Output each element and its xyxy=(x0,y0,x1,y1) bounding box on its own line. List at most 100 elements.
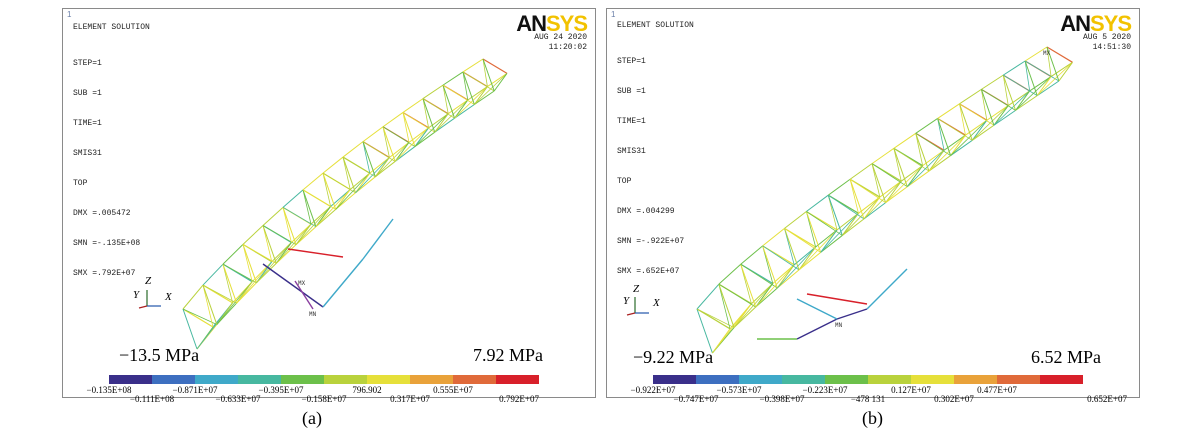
truss-member xyxy=(696,308,713,354)
truss-member xyxy=(302,189,312,225)
truss-member xyxy=(382,126,390,158)
truss-member xyxy=(362,141,396,162)
truss-member xyxy=(836,308,868,320)
legend-swatch xyxy=(496,375,539,384)
truss-member xyxy=(806,211,843,236)
truss-member xyxy=(302,189,317,227)
truss-member xyxy=(986,105,1009,121)
truss-member xyxy=(262,225,297,246)
info-line: TOP xyxy=(73,179,88,188)
truss-member xyxy=(375,161,396,178)
truss-member xyxy=(755,287,778,308)
legend-tick: 0.555E+07 xyxy=(433,385,473,395)
truss-member xyxy=(482,58,508,74)
truss-member xyxy=(879,180,902,198)
legend-swatch xyxy=(410,375,453,384)
color-legend xyxy=(109,375,539,384)
truss-member xyxy=(796,318,838,340)
legend-swatch xyxy=(195,375,238,384)
truss-member xyxy=(422,84,444,100)
info-line: STEP=1 xyxy=(73,59,102,68)
legend-tick: −0.922E+07 xyxy=(630,385,676,395)
truss-member xyxy=(820,235,843,253)
truss-member xyxy=(302,172,324,191)
truss-member xyxy=(1024,46,1048,62)
truss-member xyxy=(282,207,292,243)
truss-member xyxy=(733,303,752,328)
truss-member xyxy=(322,172,356,194)
axis-y-label: Y xyxy=(623,295,630,307)
truss-member xyxy=(762,227,785,247)
legend-swatch xyxy=(238,375,281,384)
window-number: 1 xyxy=(611,10,616,19)
truss-member xyxy=(428,113,449,129)
truss-member xyxy=(751,283,774,305)
truss-member xyxy=(696,308,735,328)
truss-member xyxy=(733,283,774,328)
truss-member xyxy=(893,148,908,187)
truss-member xyxy=(1036,62,1073,96)
axis-x-label: X xyxy=(653,297,660,309)
truss-member xyxy=(1008,90,1030,106)
mx-marker: MX xyxy=(1043,50,1051,57)
truss-member xyxy=(414,113,449,147)
truss-member xyxy=(1046,46,1060,82)
truss-member xyxy=(402,112,435,133)
truss-member xyxy=(907,170,930,188)
min-stress-label: −13.5 MPa xyxy=(119,345,200,365)
truss-member xyxy=(993,109,1016,126)
truss-member xyxy=(1015,90,1031,111)
truss-member xyxy=(907,149,945,187)
truss-member xyxy=(863,196,881,220)
window-number: 1 xyxy=(67,10,72,19)
truss-member xyxy=(242,244,277,264)
truss-member xyxy=(959,103,995,126)
truss-member xyxy=(805,211,822,253)
truss-member xyxy=(1002,60,1026,76)
truss-member xyxy=(950,139,973,156)
legend-tick: −0.223E+07 xyxy=(802,385,848,395)
truss-member xyxy=(1002,75,1009,106)
truss-member xyxy=(784,211,807,229)
truss-member xyxy=(322,173,331,207)
truss-member xyxy=(937,118,945,151)
legend-swatch xyxy=(653,375,696,384)
truss-member xyxy=(414,131,436,147)
truss-member xyxy=(1050,61,1073,77)
truss-member xyxy=(863,202,886,220)
legend-tick: −0.135E+08 xyxy=(86,385,132,395)
axis-x-label: X xyxy=(165,291,172,303)
truss-member xyxy=(762,245,778,289)
truss-member xyxy=(863,180,902,220)
truss-member xyxy=(1046,46,1073,63)
min-stress-label: −9.22 MPa xyxy=(633,347,714,367)
truss-member xyxy=(402,112,410,143)
truss-member xyxy=(842,196,881,236)
truss-member xyxy=(740,245,763,265)
truss-member xyxy=(893,148,930,172)
truss-member xyxy=(798,229,838,271)
solution-title: ELEMENT SOLUTION xyxy=(617,21,694,30)
truss-member xyxy=(784,228,821,253)
truss-member xyxy=(335,172,371,210)
truss-member xyxy=(842,218,865,236)
truss-member xyxy=(849,178,886,203)
truss-member xyxy=(182,308,214,328)
legend-swatch xyxy=(696,375,739,384)
truss-member xyxy=(442,85,449,114)
legend-swatch xyxy=(739,375,782,384)
truss-member xyxy=(965,119,988,136)
truss-member xyxy=(820,213,859,253)
truss-member xyxy=(871,163,908,188)
truss-member xyxy=(928,149,945,172)
truss-member xyxy=(434,99,469,133)
truss-member xyxy=(342,156,376,178)
legend-tick: 0.302E+07 xyxy=(934,394,974,404)
timestamp: AUG 24 2020 11:20:02 xyxy=(534,33,587,53)
truss-member xyxy=(462,71,469,101)
info-line: TIME=1 xyxy=(617,117,646,126)
truss-member xyxy=(849,179,859,214)
truss-member xyxy=(885,180,902,203)
truss-member xyxy=(462,71,475,105)
truss-member xyxy=(382,126,416,147)
